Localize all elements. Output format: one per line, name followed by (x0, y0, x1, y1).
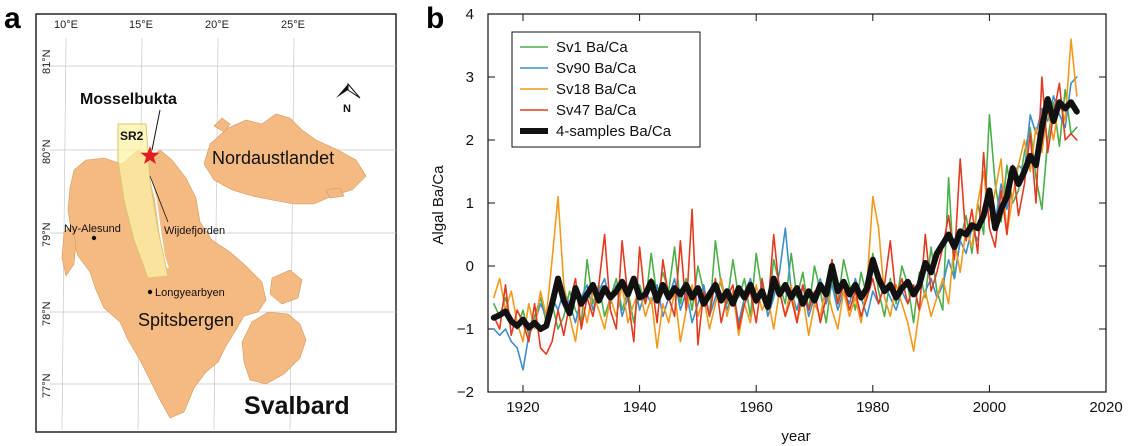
site-star-icon (140, 146, 160, 164)
mosselbukta-label: Mosselbukta (80, 91, 177, 108)
sr2-label: SR2 (120, 129, 144, 143)
legend-label-0: Sv1 Ba/Ca (556, 39, 628, 56)
wijdefjorden-fjord (149, 175, 169, 269)
longyearbyen-dot (147, 289, 153, 295)
lat-label-79: 79°N (41, 222, 53, 247)
wijdefjorden-leader (149, 175, 169, 223)
mosselbukta-leader (151, 109, 161, 151)
small-island (213, 117, 231, 133)
x-tick-label: 1920 (506, 399, 539, 416)
lat-label-78: 78°N (41, 301, 53, 326)
lon-label-10: 10°E (54, 19, 78, 31)
y-tick-label: 0 (466, 258, 474, 275)
x-axis-label: year (781, 428, 810, 445)
barentsoya-island (269, 269, 303, 305)
north-label: N (343, 103, 351, 115)
x-tick-label: 1980 (856, 399, 889, 416)
panel-label-b: b (426, 2, 445, 35)
legend-label-3: Sv47 Ba/Ca (556, 102, 637, 119)
x-tick-label: 2000 (973, 399, 1006, 416)
north-arrow-icon: N (336, 82, 361, 115)
ny-alesund-dot (91, 235, 97, 241)
small-island-2 (325, 187, 345, 199)
y-tick-label: 3 (466, 69, 474, 86)
legend-label-2: Sv18 Ba/Ca (556, 81, 637, 98)
series-line-4 (490, 96, 1080, 332)
svalbard-map: 10°E 15°E 20°E 25°E 81°N 80°N 79°N 78°N … (35, 13, 397, 433)
lat-label-81: 81°N (41, 49, 53, 74)
y-tick-label: −1 (457, 321, 474, 338)
y-tick-label: 1 (466, 195, 474, 212)
nordaustlandet-island (203, 113, 367, 205)
legend-label-4: 4-samples Ba/Ca (556, 123, 672, 140)
spitsbergen-island (67, 149, 267, 419)
x-tick-label: 2020 (1089, 399, 1122, 416)
nordaustlandet-label: Nordaustlandet (212, 148, 334, 168)
lon-label-15: 15°E (129, 19, 153, 31)
lat-label-77: 77°N (41, 373, 53, 398)
x-tick-label: 1960 (740, 399, 773, 416)
lat-label-80: 80°N (41, 139, 53, 164)
edgeoya-island (241, 311, 307, 385)
y-tick-label: 2 (466, 132, 474, 149)
longyearbyen-label: Longyearbyen (155, 287, 225, 299)
y-tick-label: 4 (466, 6, 474, 23)
svalbard-title: Svalbard (244, 392, 350, 420)
ny-alesund-label: Ny-Alesund (64, 223, 121, 235)
panel-label-a: a (4, 2, 21, 35)
y-tick-label: −2 (457, 384, 474, 401)
spitsbergen-label: Spitsbergen (138, 310, 234, 330)
wijdefjorden-label: Wijdefjorden (164, 225, 225, 237)
lon-label-25: 25°E (281, 19, 305, 31)
forland-island (61, 225, 77, 277)
legend-label-1: Sv90 Ba/Ca (556, 60, 637, 77)
land (61, 113, 367, 419)
x-tick-label: 1940 (623, 399, 656, 416)
lon-label-20: 20°E (205, 19, 229, 31)
y-axis-label: Algal Ba/Ca (430, 165, 447, 245)
